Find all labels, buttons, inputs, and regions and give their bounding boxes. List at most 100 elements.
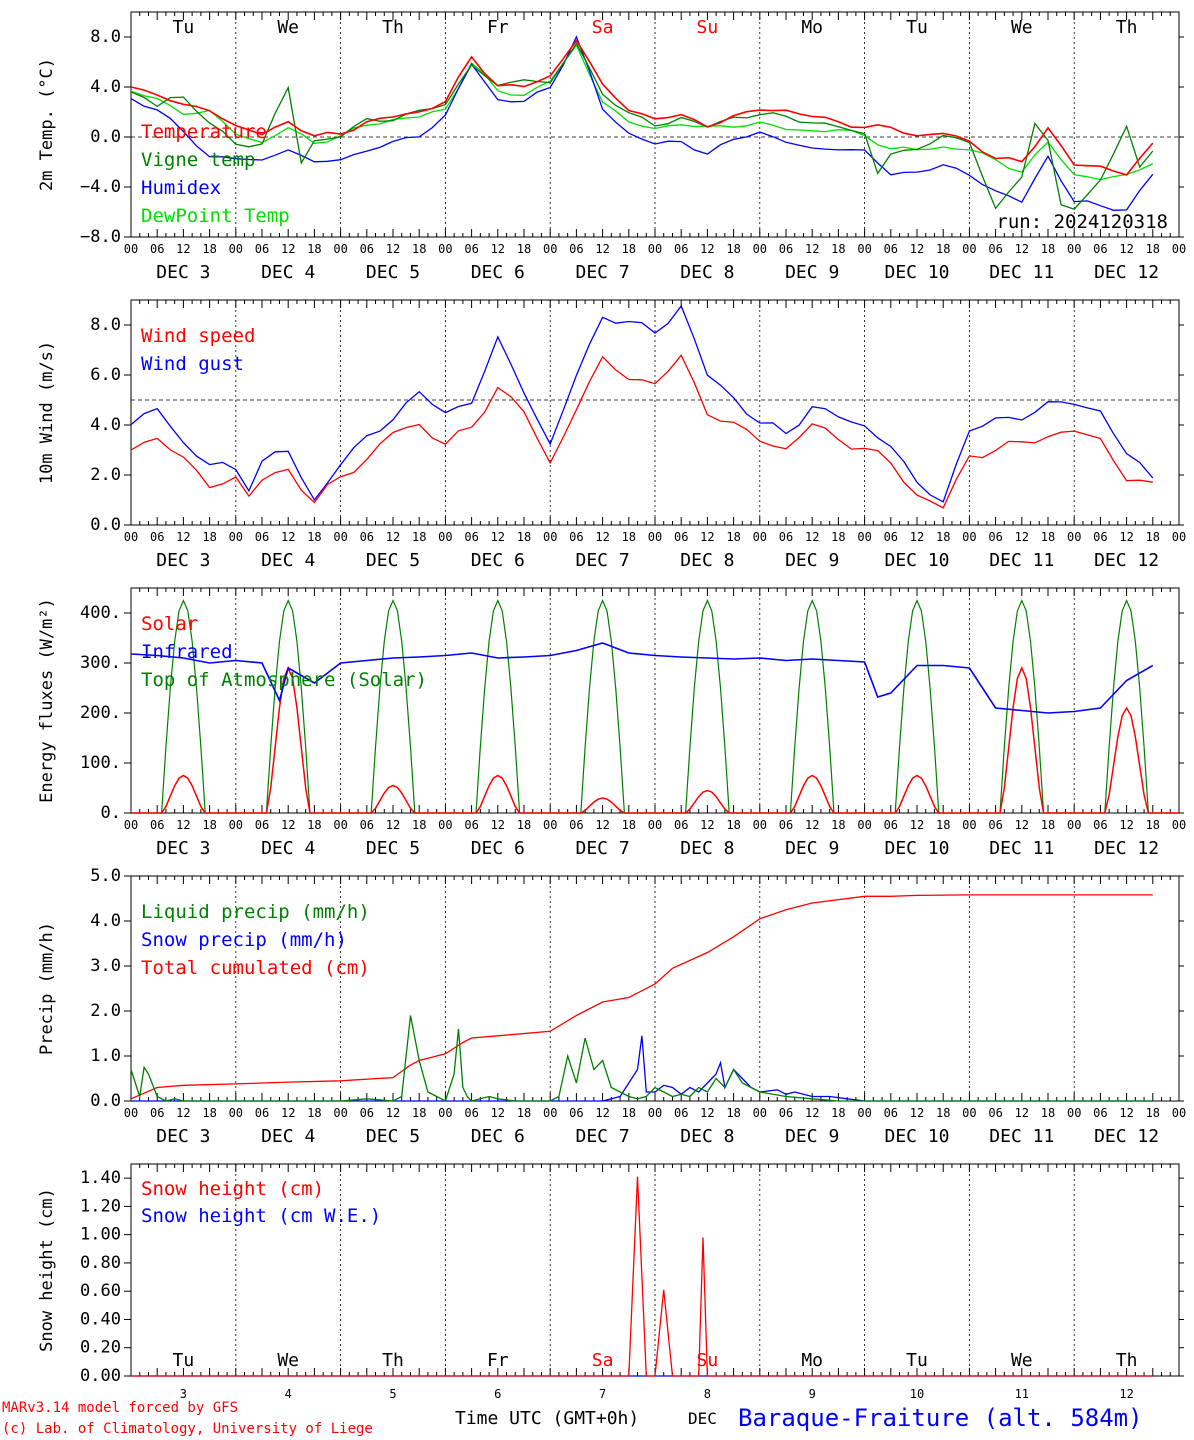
x-hour-tick-label: 06 <box>884 242 898 256</box>
x-hour-tick-label: 18 <box>936 1106 950 1120</box>
x-date-label: DEC 3 <box>156 550 210 571</box>
x-date-label: DEC 11 <box>989 550 1054 571</box>
x-hour-tick-label: 12 <box>176 818 190 832</box>
x-hour-tick-label: 06 <box>569 818 583 832</box>
y-axis-label: Snow height (cm) <box>37 1188 57 1352</box>
x-hour-tick-label: 00 <box>753 530 767 544</box>
x-hour-tick-label: 06 <box>988 530 1002 544</box>
x-hour-tick-label: 12 <box>281 1106 295 1120</box>
x-hour-tick-label: 00 <box>124 530 138 544</box>
x-hour-tick-label: 06 <box>1093 1106 1107 1120</box>
series-line-wind-gust <box>130 304 1154 503</box>
x-hour-tick-label: 06 <box>569 242 583 256</box>
x-hour-tick-label: 00 <box>229 242 243 256</box>
x-hour-tick-label: 12 <box>595 530 609 544</box>
x-hour-tick-label: 12 <box>176 530 190 544</box>
x-hour-tick-label: 00 <box>333 818 347 832</box>
series-line-temperature <box>130 39 1154 176</box>
x-date-label: DEC 10 <box>884 838 949 859</box>
x-hour-tick-label: 18 <box>622 530 636 544</box>
x-hour-tick-label: 06 <box>255 530 269 544</box>
x-hour-tick-label: 00 <box>229 530 243 544</box>
x-hour-tick-label: 06 <box>674 242 688 256</box>
x-date-label: DEC 9 <box>785 550 839 571</box>
x-date-label: DEC 6 <box>471 262 525 283</box>
x-hour-tick-label: 00 <box>438 1106 452 1120</box>
x-hour-tick-label: 00 <box>438 530 452 544</box>
y-axis-label: Precip (mm/h) <box>37 922 57 1055</box>
x-hour-tick-label: 12 <box>805 530 819 544</box>
x-hour-tick-label: 18 <box>202 1106 216 1120</box>
x-date-label: DEC 10 <box>884 1126 949 1147</box>
x-hour-tick-label: 12 <box>386 242 400 256</box>
legend-entry-solar: Solar <box>141 613 198 635</box>
x-hour-tick-label: 06 <box>1093 818 1107 832</box>
weekday-label: Mo <box>801 1350 823 1371</box>
x-hour-tick-label: 12 <box>1119 1106 1133 1120</box>
series-line-toa-solar <box>131 598 1179 814</box>
legend-entry-infrared: Infrared <box>141 641 233 663</box>
series-line-infrared <box>130 642 1154 714</box>
x-hour-tick-label: 18 <box>307 530 321 544</box>
x-date-label: DEC 11 <box>989 262 1054 283</box>
x-hour-tick-label: 06 <box>569 530 583 544</box>
x-hour-tick-label: 12 <box>595 1106 609 1120</box>
x-hour-tick-label: 06 <box>779 242 793 256</box>
x-date-label: DEC 5 <box>366 550 420 571</box>
x-hour-tick-label: 12 <box>805 818 819 832</box>
y-tick-label: 3.0 <box>90 956 121 976</box>
series-line-snow-precip-mm-h <box>131 1035 1153 1102</box>
x-hour-tick-label: 18 <box>1146 242 1160 256</box>
y-tick-label: 0.0 <box>90 1091 121 1111</box>
x-hour-tick-label: 06 <box>674 530 688 544</box>
x-hour-tick-label: 06 <box>150 1106 164 1120</box>
x-hour-tick-label: 12 <box>1015 818 1029 832</box>
x-hour-tick-label: 12 <box>595 242 609 256</box>
x-hour-tick-label: 12 <box>595 818 609 832</box>
weekday-label: Tu <box>906 17 928 38</box>
y-tick-label: 0.0 <box>90 515 121 535</box>
series-line-solar <box>131 666 1179 814</box>
legend-entry-snow-height-cm: Snow height (cm) <box>141 1178 324 1200</box>
y-axis-label: 2m Temp. (°C) <box>37 58 57 191</box>
x-hour-tick-label: 00 <box>333 1106 347 1120</box>
x-hour-tick-label: 12 <box>176 1106 190 1120</box>
x-hour-tick-label: 06 <box>360 818 374 832</box>
legend-entry-wind-speed: Wind speed <box>141 325 255 347</box>
x-hour-tick-label: 00 <box>857 818 871 832</box>
x-hour-tick-label: 06 <box>360 530 374 544</box>
x-hour-tick-label: 18 <box>622 1106 636 1120</box>
legend-entry-snow-precip-mm-h: Snow precip (mm/h) <box>141 929 347 951</box>
series-line-dewpoint-temp <box>130 44 1154 181</box>
x-hour-tick-label: 18 <box>307 242 321 256</box>
x-hour-tick-label: 18 <box>202 530 216 544</box>
x-date-label: DEC 5 <box>366 262 420 283</box>
x-hour-tick-label: 06 <box>674 818 688 832</box>
x-hour-tick-label: 06 <box>255 242 269 256</box>
x-date-label: DEC 3 <box>156 1126 210 1147</box>
weekday-label: Sa <box>592 17 614 38</box>
x-axis-month: DEC <box>688 1409 717 1428</box>
x-hour-tick-label: 00 <box>333 242 347 256</box>
x-date-label: DEC 6 <box>471 838 525 859</box>
x-hour-tick-label: 18 <box>936 242 950 256</box>
x-hour-tick-label: 12 <box>700 242 714 256</box>
x-day-number-label: 6 <box>494 1387 501 1401</box>
x-hour-tick-label: 00 <box>648 818 662 832</box>
x-hour-tick-label: 06 <box>150 818 164 832</box>
y-tick-label: 1.40 <box>80 1168 121 1188</box>
x-hour-tick-label: 18 <box>412 818 426 832</box>
legend-entry-wind-gust: Wind gust <box>141 353 244 375</box>
x-date-label: DEC 9 <box>785 1126 839 1147</box>
series-line-snow-height-cm <box>131 1176 1153 1377</box>
x-day-number-label: 10 <box>910 1387 924 1401</box>
x-hour-tick-label: 00 <box>543 242 557 256</box>
weekday-label: Th <box>1116 1350 1138 1371</box>
x-hour-tick-label: 06 <box>988 242 1002 256</box>
y-tick-label: 0.40 <box>80 1309 121 1329</box>
weekday-label: Tu <box>173 17 195 38</box>
x-date-label: DEC 11 <box>989 1126 1054 1147</box>
x-hour-tick-label: 00 <box>1172 1106 1186 1120</box>
legend-entry-top-of-atmosphere-solar: Top of Atmosphere (Solar) <box>141 669 427 691</box>
y-tick-label: 400. <box>80 603 121 623</box>
